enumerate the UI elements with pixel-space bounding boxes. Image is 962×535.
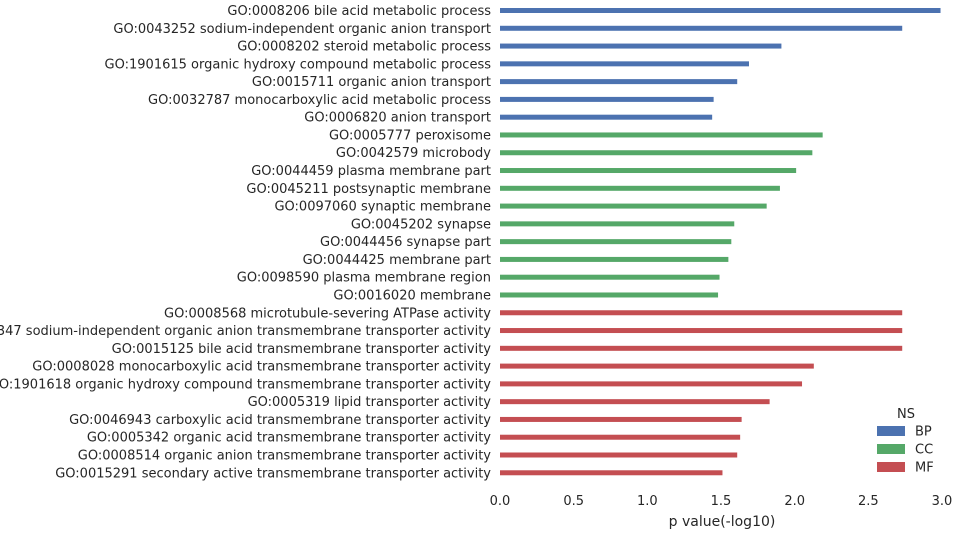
legend-swatch-mf [877, 462, 905, 472]
bar-bp [500, 61, 749, 67]
x-axis-title: p value(-log10) [669, 514, 776, 530]
category-label: GO:0042579 microbody [336, 146, 491, 161]
legend: NS BP CC MF [877, 407, 934, 476]
x-tick-label: 1.0 [637, 494, 658, 509]
category-label: GO:0005777 peroxisome [329, 128, 491, 143]
legend-label-mf: MF [915, 461, 934, 476]
legend-swatch-bp [877, 426, 905, 436]
category-label: GO:0008514 organic anion transmembrane t… [78, 449, 491, 464]
bar-mf [500, 470, 723, 476]
bar-bp [500, 96, 714, 102]
category-label: GO:0015125 bile acid transmembrane trans… [112, 342, 492, 357]
category-labels: GO:0008206 bile acid metabolic process GO… [0, 4, 491, 481]
category-label: GO:0006820 anion transport [304, 111, 491, 126]
x-axis-ticks: 0.0 0.5 1.0 1.5 2.0 2.5 3.0 [490, 494, 953, 509]
category-label: GO:0045211 postsynaptic membrane [246, 182, 491, 197]
category-label: GO:0008206 bile acid metabolic process [227, 4, 491, 19]
legend-label-cc: CC [915, 443, 933, 458]
category-label: GO:0097060 synaptic membrane [274, 200, 491, 215]
bar-mf [500, 363, 814, 369]
category-label: GO:0098590 plasma membrane region [237, 271, 491, 286]
category-label: GO:0005342 organic acid transmembrane tr… [87, 431, 491, 446]
bar-mf [500, 381, 803, 387]
category-label: GO:0043252 sodium-independent organic an… [113, 22, 491, 37]
bar-cc [500, 292, 719, 298]
category-label: GO:0008202 steroid metabolic process [237, 40, 491, 55]
bar-bp [500, 114, 713, 120]
x-tick-label: 2.0 [784, 494, 805, 509]
bar-cc [500, 221, 735, 227]
bar-mf [500, 328, 903, 334]
bars-layer [500, 8, 941, 476]
category-label: GO:0044425 membrane part [303, 253, 491, 268]
bar-cc [500, 150, 813, 156]
legend-swatch-cc [877, 444, 905, 454]
category-label: GO:0032787 monocarboxylic acid metabolic… [148, 93, 491, 108]
bar-cc [500, 132, 823, 138]
x-tick-label: 2.5 [858, 494, 879, 509]
bar-cc [500, 256, 729, 262]
category-label: GO:0044459 plasma membrane part [251, 164, 491, 179]
bar-cc [500, 168, 797, 174]
category-label: GO:0015291 secondary active transmembran… [55, 466, 491, 481]
category-label: GO:0015347 sodium-independent organic an… [0, 324, 491, 339]
bar-mf [500, 399, 770, 405]
bar-mf [500, 345, 903, 351]
bar-mf [500, 452, 738, 458]
x-tick-label: 1.5 [711, 494, 732, 509]
category-label: GO:0008028 monocarboxylic acid transmemb… [32, 360, 491, 375]
bar-bp [500, 8, 941, 13]
category-label: GO:0046943 carboxylic acid transmembrane… [69, 413, 491, 428]
x-tick-label: 3.0 [932, 494, 953, 509]
bar-cc [500, 239, 732, 245]
bar-mf [500, 310, 903, 316]
category-label: GO:0044456 synapse part [320, 235, 491, 250]
category-label: GO:1901618 organic hydroxy compound tran… [0, 377, 491, 392]
legend-title: NS [897, 407, 915, 422]
bar-bp [500, 43, 782, 49]
category-label: GO:0005319 lipid transporter activity [248, 395, 492, 410]
category-label: GO:1901615 organic hydroxy compound meta… [105, 57, 492, 72]
legend-entries: BP CC MF [877, 425, 934, 476]
category-label: GO:0008568 microtubule-severing ATPase a… [164, 306, 491, 321]
bar-cc [500, 274, 720, 280]
category-label: GO:0045202 synapse [351, 217, 491, 232]
category-label: GO:0016020 membrane [333, 288, 491, 303]
bar-mf [500, 416, 742, 422]
bar-bp [500, 25, 903, 31]
bar-mf [500, 434, 741, 440]
bar-bp [500, 79, 738, 85]
x-tick-label: 0.5 [563, 494, 584, 509]
category-label: GO:0015711 organic anion transport [252, 75, 491, 90]
bar-cc [500, 203, 767, 209]
legend-label-bp: BP [915, 425, 932, 440]
x-tick-label: 0.0 [490, 494, 511, 509]
bar-cc [500, 185, 780, 191]
